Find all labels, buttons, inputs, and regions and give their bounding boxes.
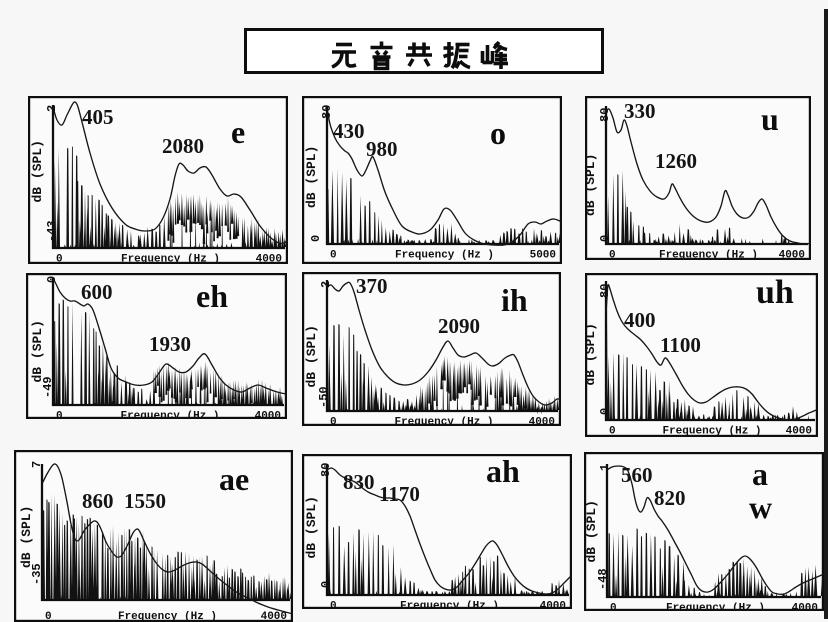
svg-text:a: a	[752, 456, 768, 492]
svg-text:dB (SPL): dB (SPL)	[30, 320, 45, 382]
svg-text:4000: 4000	[786, 426, 812, 438]
svg-text:80: 80	[319, 463, 333, 477]
svg-text:eh: eh	[196, 278, 228, 314]
svg-text:Frequency (Hz ): Frequency (Hz )	[395, 250, 494, 262]
svg-text:4000: 4000	[256, 254, 282, 265]
svg-text:-35: -35	[30, 563, 44, 585]
svg-text:ae: ae	[219, 461, 249, 497]
svg-text:4000: 4000	[261, 611, 287, 622]
svg-text:820: 820	[654, 486, 686, 510]
svg-text:uh: uh	[756, 274, 794, 311]
svg-text:Frequency (Hz ): Frequency (Hz )	[662, 426, 761, 438]
svg-text:1930: 1930	[149, 332, 191, 356]
svg-text:0: 0	[598, 235, 612, 242]
svg-text:0: 0	[330, 417, 337, 427]
svg-text:560: 560	[621, 463, 653, 487]
svg-text:1260: 1260	[655, 149, 697, 173]
svg-text:370: 370	[356, 274, 388, 298]
svg-text:600: 600	[81, 280, 113, 304]
svg-text:860: 860	[82, 489, 114, 513]
svg-text:u: u	[761, 101, 779, 137]
svg-text:0: 0	[56, 411, 63, 420]
svg-text:4000: 4000	[779, 250, 805, 261]
svg-text:Frequency (Hz ): Frequency (Hz )	[121, 254, 220, 265]
svg-text:ah: ah	[486, 454, 520, 489]
svg-text:Frequency (Hz ): Frequency (Hz )	[400, 601, 499, 610]
svg-text:0: 0	[610, 603, 617, 612]
svg-text:w: w	[749, 489, 772, 525]
svg-text:-48: -48	[596, 568, 610, 590]
svg-text:80: 80	[598, 108, 612, 122]
svg-text:o: o	[490, 115, 506, 151]
svg-text:dB (SPL): dB (SPL)	[585, 323, 598, 385]
svg-text:2: 2	[319, 281, 333, 288]
svg-text:405: 405	[82, 105, 114, 129]
svg-text:Frequency (Hz ): Frequency (Hz )	[118, 611, 217, 622]
svg-text:2: 2	[45, 105, 59, 112]
svg-text:0: 0	[45, 276, 59, 283]
svg-text:dB (SPL): dB (SPL)	[584, 500, 599, 562]
svg-text:2080: 2080	[162, 134, 204, 158]
svg-text:1: 1	[598, 464, 612, 471]
svg-text:80: 80	[320, 105, 334, 119]
svg-text:1550: 1550	[124, 489, 166, 513]
svg-text:4000: 4000	[792, 603, 818, 612]
svg-text:7: 7	[30, 461, 44, 468]
svg-text:dB (SPL): dB (SPL)	[585, 154, 598, 216]
svg-text:4000: 4000	[255, 411, 281, 420]
svg-text:2090: 2090	[438, 314, 480, 338]
svg-text:dB (SPL): dB (SPL)	[304, 325, 319, 387]
svg-text:330: 330	[624, 99, 656, 123]
svg-text:0: 0	[330, 601, 337, 610]
svg-text:Frequency (Hz ): Frequency (Hz )	[120, 411, 219, 420]
svg-text:1170: 1170	[379, 482, 420, 506]
svg-text:dB (SPL): dB (SPL)	[304, 496, 319, 558]
svg-text:0: 0	[309, 235, 323, 242]
svg-text:4000: 4000	[529, 417, 555, 427]
svg-text:dB (SPL): dB (SPL)	[30, 140, 45, 202]
svg-text:5000: 5000	[530, 250, 556, 262]
svg-text:-49: -49	[41, 376, 55, 398]
svg-text:0: 0	[609, 426, 616, 438]
svg-text:e: e	[231, 114, 245, 150]
svg-text:dB (SPL): dB (SPL)	[304, 146, 319, 208]
svg-text:0: 0	[56, 254, 63, 265]
svg-text:830: 830	[343, 470, 375, 494]
svg-text:Frequency (Hz ): Frequency (Hz )	[666, 603, 765, 612]
svg-text:80: 80	[598, 284, 612, 298]
svg-text:Frequency (Hz ): Frequency (Hz )	[659, 250, 758, 261]
svg-text:400: 400	[624, 308, 656, 332]
svg-text:0: 0	[598, 408, 612, 415]
svg-text:ih: ih	[501, 282, 528, 318]
svg-text:-50: -50	[317, 386, 331, 408]
svg-text:dB (SPL): dB (SPL)	[19, 506, 34, 568]
svg-text:1100: 1100	[660, 333, 701, 357]
svg-text:-43: -43	[45, 220, 59, 242]
svg-text:430: 430	[333, 119, 365, 143]
svg-text:980: 980	[366, 137, 398, 161]
svg-text:0: 0	[330, 250, 337, 262]
svg-text:0: 0	[45, 611, 52, 622]
svg-text:0: 0	[609, 250, 616, 261]
svg-text:Frequency (Hz ): Frequency (Hz )	[394, 417, 493, 427]
svg-text:0: 0	[319, 581, 333, 588]
svg-text:4000: 4000	[540, 601, 566, 610]
